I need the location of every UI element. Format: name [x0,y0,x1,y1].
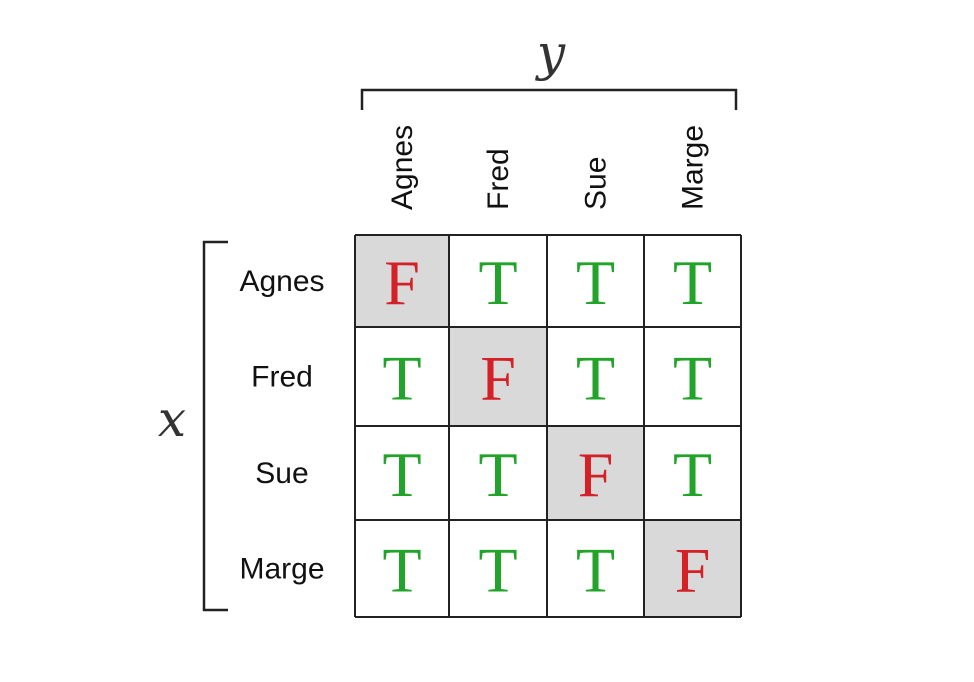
cell-value: T [382,343,421,414]
cell-value: F [480,343,516,414]
cell-background [449,520,547,617]
cell-background [449,327,547,426]
cell-value: T [673,343,712,414]
cell-value: F [675,535,711,606]
cell-value: T [576,247,615,318]
column-label: Marge [677,125,710,210]
cell-background [547,426,644,520]
cell-background [644,235,741,327]
cell-value: F [578,439,614,510]
cell-background [644,327,741,426]
cell-background [449,426,547,520]
cell-grid: F T T TT F T TT T F TT T T F [355,235,741,617]
cell-background [449,235,547,327]
row-label: Sue [255,457,308,490]
cell-background [547,327,644,426]
cell-background [355,426,449,520]
column-labels: Agnes Fred Sue Marge [386,125,710,210]
cell-background [644,520,741,617]
cell-background [547,520,644,617]
cell-background [547,235,644,327]
cell-value: T [673,247,712,318]
cell-background [355,235,449,327]
cell-value: T [576,343,615,414]
cell-value: T [673,439,712,510]
cell-value: T [478,535,517,606]
row-labels: Agnes Fred Sue Marge [239,265,324,586]
cell-value: T [382,439,421,510]
x-bracket [202,240,228,612]
cell-background [355,520,449,617]
cell-value: T [478,439,517,510]
row-label: Marge [239,553,324,586]
column-label: Fred [482,148,515,210]
cell-value: T [478,247,517,318]
y-variable-label: y [535,24,566,82]
cell-background [644,426,741,520]
column-label: Sue [580,157,613,210]
cell-value: T [382,535,421,606]
cell-value: T [576,535,615,606]
y-bracket [360,88,738,110]
column-label: Agnes [386,125,419,210]
cell-background [355,327,449,426]
grid-lines [354,234,742,618]
row-label: Fred [251,361,313,394]
x-variable-label: x [158,390,186,448]
row-label: Agnes [239,265,324,298]
cell-value: F [384,247,420,318]
